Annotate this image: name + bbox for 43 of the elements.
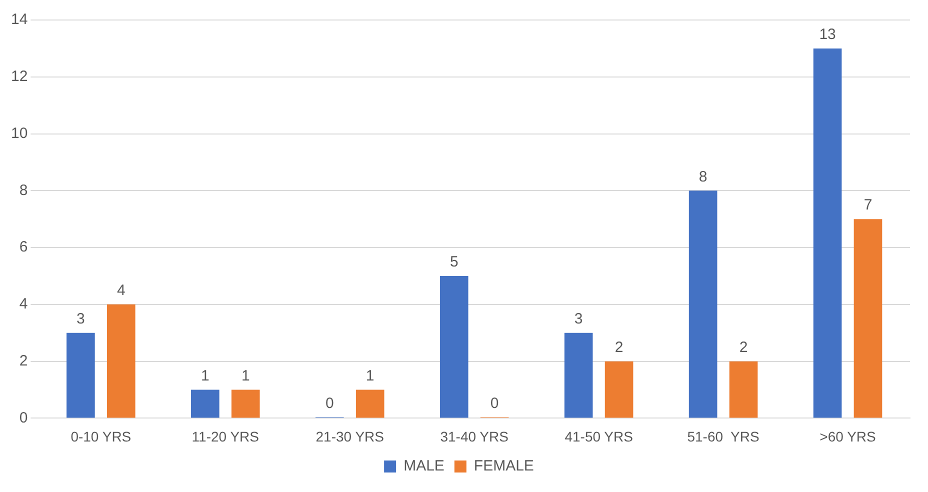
data-label: 13: [819, 26, 836, 44]
x-tick-label: 31-40 YRS: [440, 428, 508, 444]
y-tick-label: 2: [19, 352, 28, 370]
data-label: 3: [76, 310, 85, 328]
legend-label: MALE: [404, 458, 444, 475]
bar: [729, 361, 758, 418]
y-tick-label: 12: [10, 68, 28, 86]
data-label: 7: [864, 196, 872, 214]
x-tick-label: 51-60 YRS: [687, 428, 760, 444]
data-label: 4: [116, 282, 126, 300]
data-label: 3: [574, 310, 583, 328]
x-tick-label: 11-20 YRS: [192, 428, 259, 444]
data-label: 0: [325, 394, 334, 412]
bar: [813, 48, 842, 418]
bar: [231, 390, 260, 418]
x-tick-label: 41-50 YRS: [564, 428, 633, 444]
bar: [604, 361, 634, 418]
x-tick-label: >60 YRS: [820, 428, 876, 444]
data-label: 5: [450, 254, 458, 271]
x-tick-label: 0-10 YRS: [70, 428, 132, 444]
y-tick-label: 0: [19, 409, 28, 426]
y-tick-label: 10: [10, 124, 28, 142]
data-label: 0: [490, 394, 499, 412]
data-label: 2: [739, 338, 748, 356]
y-tick-label: 4: [19, 296, 28, 313]
data-label: 2: [614, 338, 624, 356]
data-label: 1: [366, 367, 374, 384]
y-tick-label: 6: [19, 238, 28, 256]
x-tick-label: 21-30 YRS: [316, 428, 384, 444]
legend-label: FEMALE: [474, 458, 534, 475]
data-label: 1: [241, 367, 250, 384]
y-tick-label: 8: [19, 182, 28, 199]
bar: [688, 190, 718, 418]
bar: [356, 390, 384, 418]
bar: [66, 332, 95, 418]
bar: [440, 276, 468, 418]
data-label: 8: [698, 168, 708, 186]
y-tick-label: 14: [10, 11, 28, 28]
data-label: 1: [200, 367, 210, 384]
bar: [564, 332, 593, 418]
bar: [191, 390, 220, 418]
bar: [106, 304, 136, 418]
bar: [854, 219, 882, 418]
